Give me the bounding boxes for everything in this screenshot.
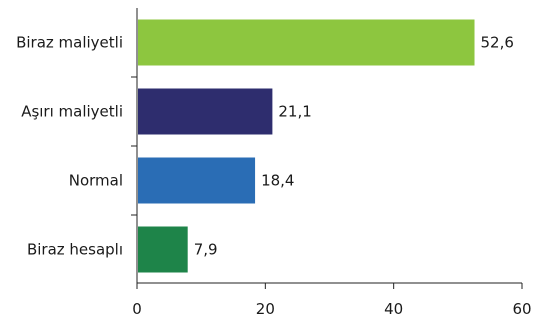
category-label: Biraz maliyetli [16,34,123,52]
x-axis-ticks: 0 20 40 60 [131,76,532,318]
bar-series [138,19,475,273]
category-label: Normal [69,172,123,190]
value-labels: 52,6 21,1 18,4 7,9 [194,34,514,259]
value-label: 18,4 [261,172,294,190]
bar [138,19,475,66]
category-label: Biraz hesaplı [27,241,123,259]
x-tick-label: 20 [256,300,275,318]
value-label: 21,1 [278,103,311,121]
x-tick-label: 60 [512,300,531,318]
bar [138,88,273,135]
x-tick-label: 0 [132,300,142,318]
category-labels: Biraz maliyetli Aşırı maliyetli Normal Bira… [16,34,123,259]
bar [138,226,188,273]
category-label: Aşırı maliyetli [21,103,123,121]
value-label: 52,6 [481,34,514,52]
x-tick-label: 40 [384,300,403,318]
value-label: 7,9 [194,241,218,259]
bar [138,157,256,204]
